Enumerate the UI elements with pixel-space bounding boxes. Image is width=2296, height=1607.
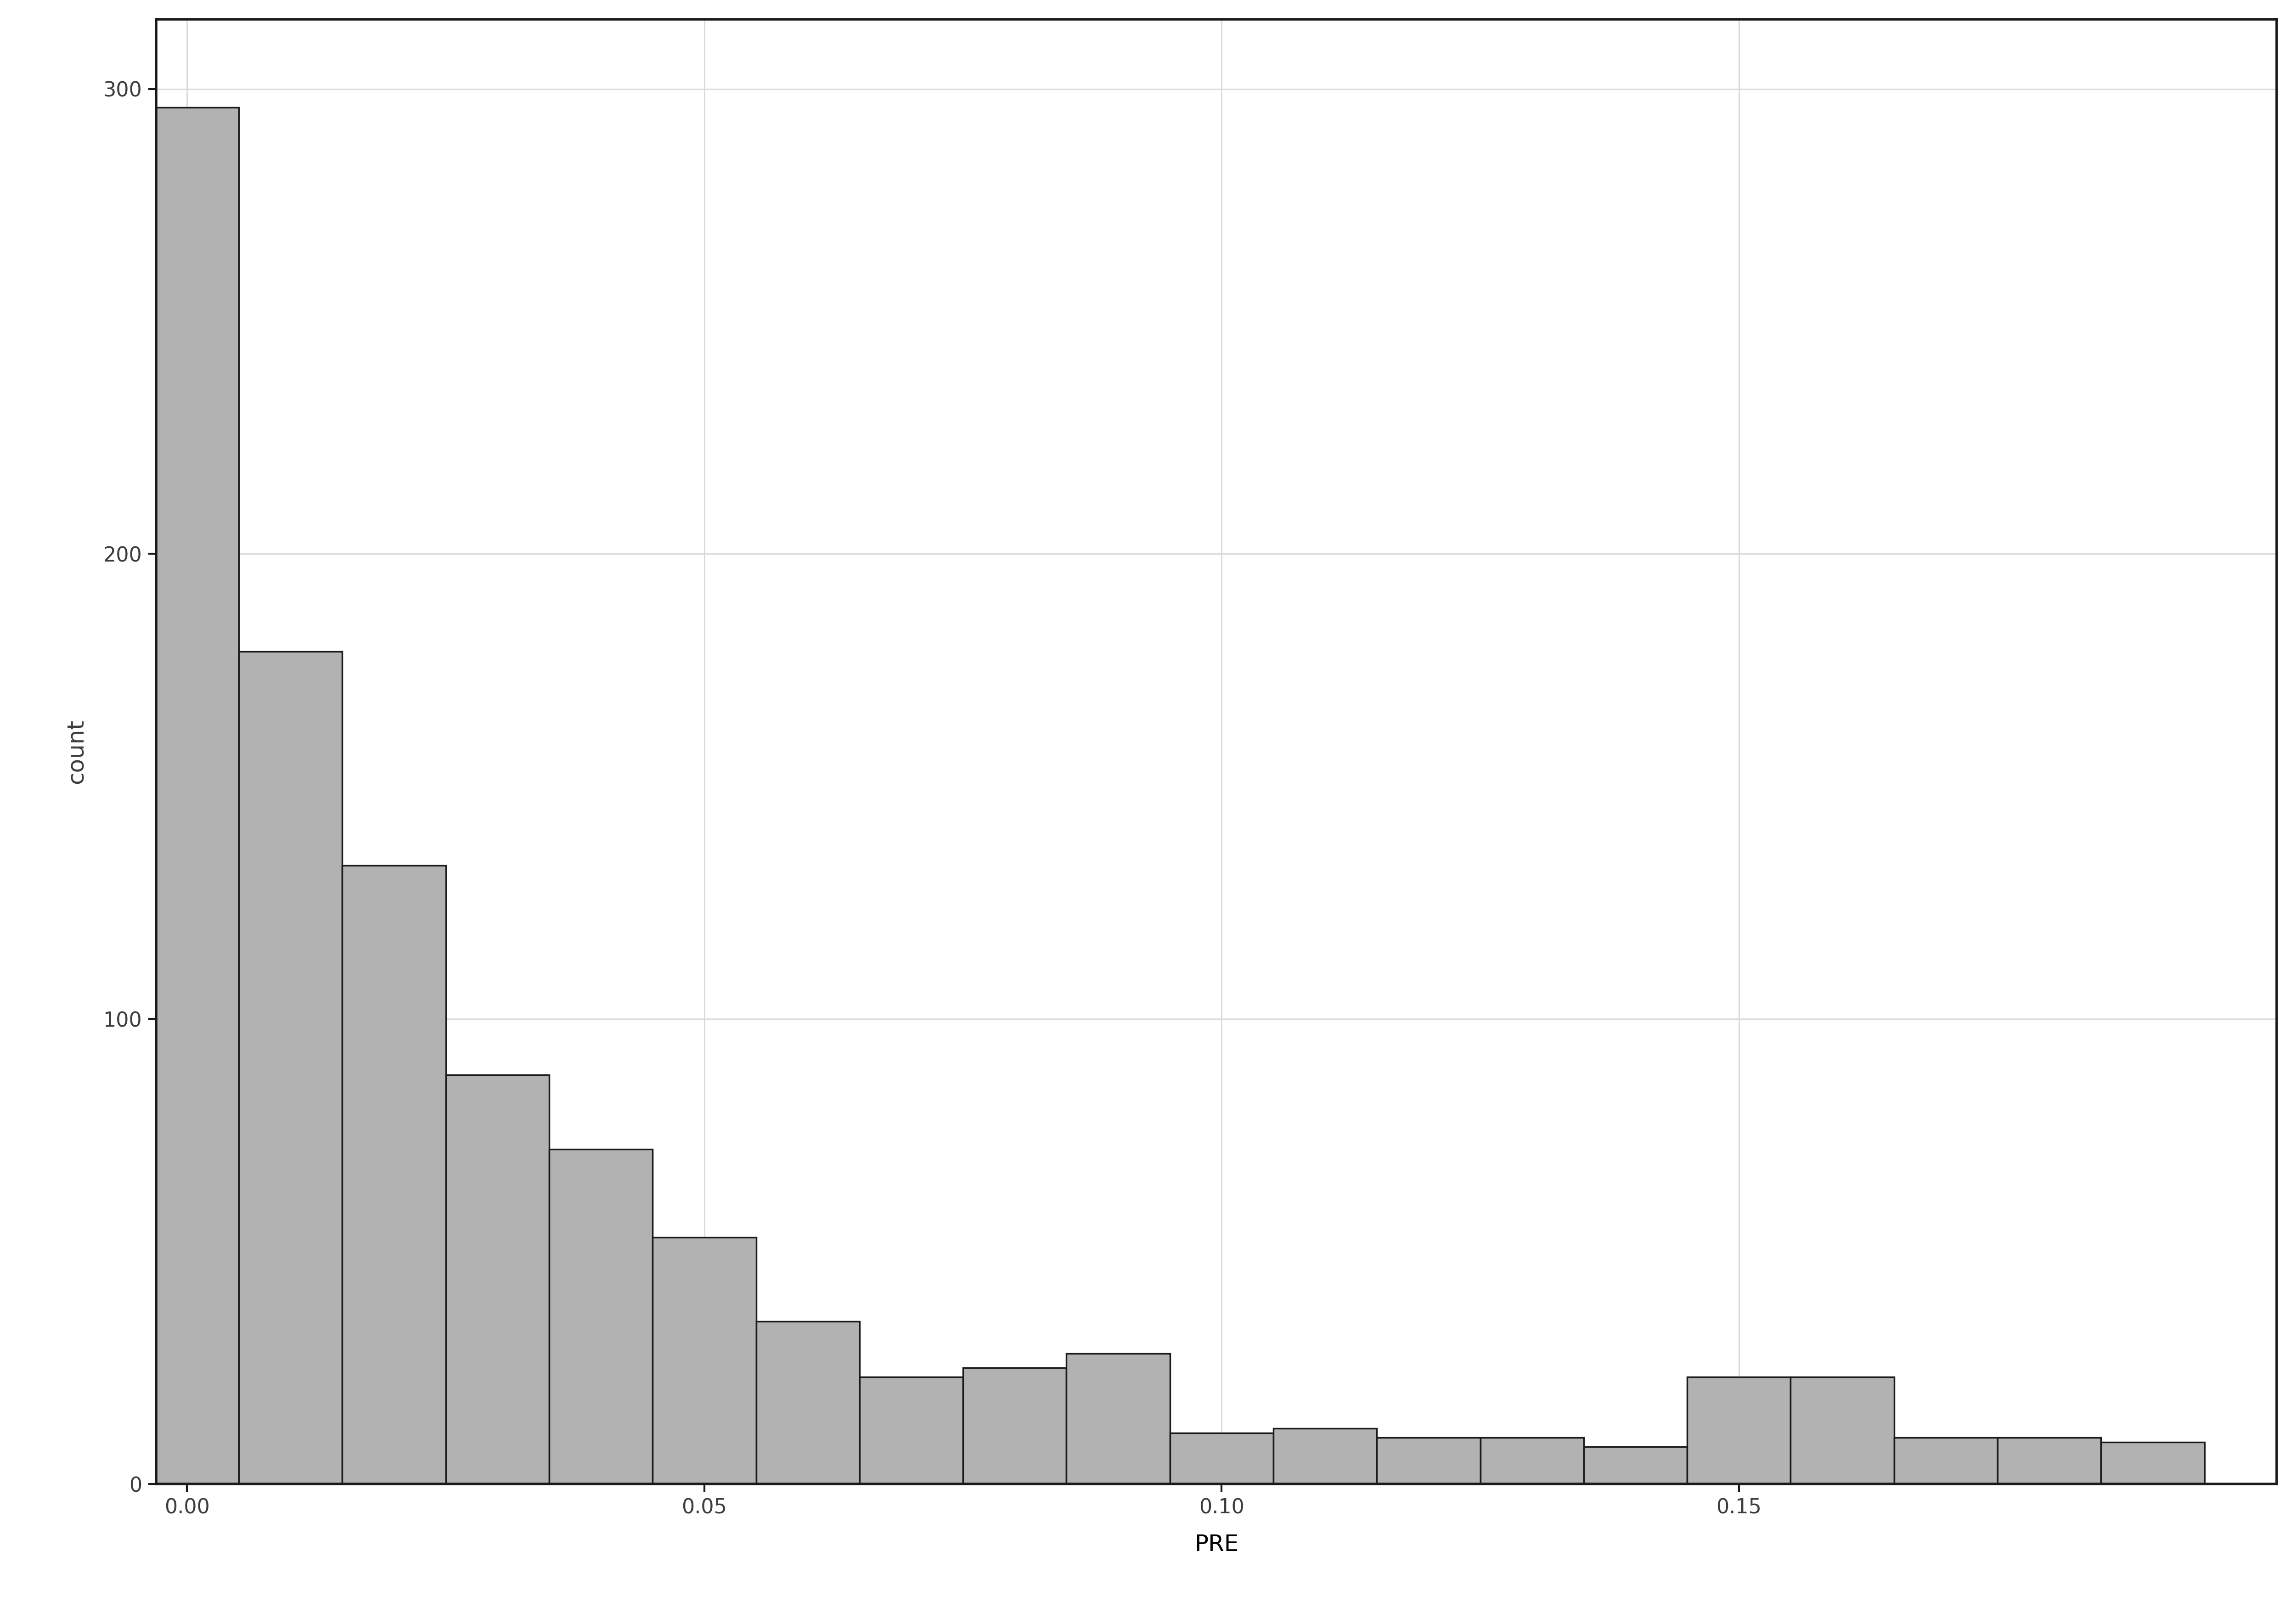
Y-axis label: count: count [64,720,87,784]
Bar [962,1368,1065,1483]
Bar [1065,1353,1171,1483]
Bar [1171,1433,1274,1483]
Bar [445,1075,549,1483]
Bar [342,866,445,1483]
Bar [1998,1438,2101,1483]
Bar [135,108,239,1483]
Bar [549,1149,652,1483]
Bar [1688,1377,1791,1483]
Bar [239,651,342,1483]
Bar [859,1377,962,1483]
Bar [1378,1438,1481,1483]
Bar [652,1237,755,1483]
Bar [1274,1429,1378,1483]
Bar [2101,1441,2204,1483]
Bar [1584,1446,1688,1483]
Bar [1791,1377,1894,1483]
Bar [755,1321,859,1483]
Bar [1894,1438,1998,1483]
Bar [1481,1438,1584,1483]
X-axis label: PRE: PRE [1194,1533,1238,1556]
